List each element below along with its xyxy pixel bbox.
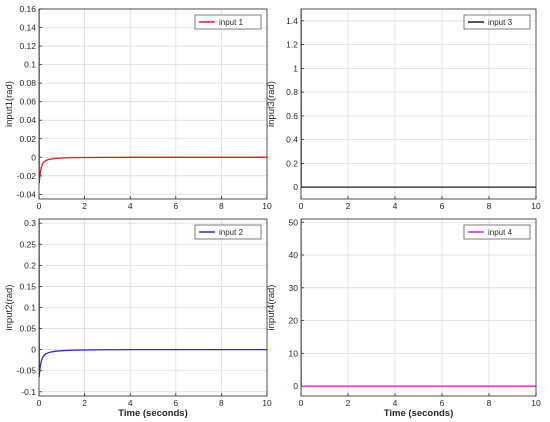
x-tick-label: 4	[128, 398, 133, 408]
y-tick-label: 0.08	[19, 78, 36, 88]
y-tick-label: 1.4	[286, 16, 298, 26]
legend-box	[194, 224, 262, 240]
axes-frame	[38, 218, 268, 397]
y-tick-label: 0.3	[24, 218, 36, 228]
x-axis-label: Time (seconds)	[384, 408, 454, 419]
x-tick-label: 0	[37, 398, 42, 408]
plot-area	[39, 9, 267, 199]
y-tick-label: -0.05	[17, 366, 37, 376]
y-tick-label: -0.04	[17, 189, 37, 199]
legend: input 1	[194, 14, 262, 30]
series-line-input-2	[39, 219, 267, 378]
legend-label: input 2	[219, 228, 244, 237]
y-tick-label: 1.2	[286, 40, 298, 50]
y-tick-label: 0.25	[19, 239, 36, 249]
x-tick-label: 8	[219, 398, 224, 408]
x-tick-label: 2	[82, 398, 87, 408]
y-tick-label: 0.2	[286, 158, 298, 168]
y-tick-label: 0.02	[19, 134, 36, 144]
x-tick-label: 10	[262, 398, 272, 408]
y-tick-label: 0.4	[286, 135, 298, 145]
axes-frame	[38, 8, 268, 200]
y-axis-label: input3(rad)	[266, 81, 277, 127]
subplot-2: 0 2 4 6 8 10 0 0.2 0.4 0.6 0.8 1 1.2 1.4 input3(rad) in…	[266, 8, 541, 211]
y-tick-label: 0.8	[286, 87, 298, 97]
x-tick-label: 4	[128, 201, 133, 211]
axes-frame	[300, 218, 537, 397]
y-tick-label: 0.2	[24, 260, 36, 270]
y-tick-label: 0	[31, 152, 36, 162]
legend-box	[463, 224, 531, 240]
legend: input 3	[463, 14, 531, 30]
y-axis-label: input1(rad)	[4, 81, 15, 127]
x-tick-label: 6	[173, 201, 178, 211]
y-tick-label: 20	[289, 316, 299, 326]
y-tick-label: 40	[289, 250, 299, 260]
y-tick-label: 0.05	[19, 324, 36, 334]
y-tick-label: 0.6	[286, 111, 298, 121]
x-tick-label: 6	[173, 398, 178, 408]
x-tick-label: 10	[531, 398, 541, 408]
legend-label: input 1	[219, 18, 244, 27]
y-tick-label: 0.04	[19, 115, 36, 125]
y-tick-label: 0	[293, 381, 298, 391]
x-axis-label: Time (seconds)	[118, 408, 188, 419]
y-axis-label: input2(rad)	[4, 285, 15, 331]
x-tick-label: 4	[393, 201, 398, 211]
legend-label: input 3	[488, 18, 513, 27]
legend: input 4	[463, 224, 531, 240]
y-tick-label: 0	[293, 182, 298, 192]
subplot-1: 0 2 4 6 8 10 -0.04 -0.02 0 0.02 0.04 0.06 0.08 0.1 0.1…	[4, 4, 272, 211]
series-line-input-1	[39, 9, 267, 184]
x-tick-label: 2	[346, 201, 351, 211]
legend-label: input 4	[488, 228, 513, 237]
legend-box	[194, 14, 262, 30]
plot-area	[301, 219, 536, 396]
y-tick-label: 10	[289, 348, 299, 358]
x-tick-label: 10	[262, 201, 272, 211]
subplot-3: 0 2 4 6 8 10 -0.1 -0.05 0 0.05 0.1 0.15 0.2 0.25 0.3 in…	[4, 218, 272, 419]
y-tick-label: -0.1	[21, 387, 36, 397]
x-tick-label: 8	[487, 201, 492, 211]
y-tick-label: 30	[289, 283, 299, 293]
x-tick-label: 10	[531, 201, 541, 211]
y-axis-label: input4(rad)	[266, 285, 277, 331]
x-tick-label: 0	[37, 201, 42, 211]
x-tick-label: 6	[440, 398, 445, 408]
y-tick-label: 0.16	[19, 4, 36, 14]
x-tick-label: 6	[440, 201, 445, 211]
y-tick-label: 0.1	[24, 60, 36, 70]
legend: input 2	[194, 224, 262, 240]
y-tick-label: 0.15	[19, 281, 36, 291]
x-tick-label: 0	[299, 398, 304, 408]
y-tick-label: -0.02	[17, 171, 37, 181]
y-tick-label: 0.06	[19, 97, 36, 107]
x-tick-label: 8	[219, 201, 224, 211]
x-tick-label: 8	[487, 398, 492, 408]
subplot-4: 0 2 4 6 8 10 0 10 20 30 40 50 input4(rad) Time (secon…	[266, 217, 541, 419]
axes-frame	[300, 8, 537, 200]
x-tick-label: 4	[393, 398, 398, 408]
x-tick-label: 2	[346, 398, 351, 408]
y-tick-label: 50	[289, 217, 299, 227]
legend-box	[463, 14, 531, 30]
y-tick-label: 1	[293, 63, 298, 73]
y-tick-label: 0.12	[19, 41, 36, 51]
y-tick-label: 0.14	[19, 23, 36, 33]
y-tick-label: 0.1	[24, 303, 36, 313]
x-tick-label: 2	[82, 201, 87, 211]
y-tick-label: 0	[31, 345, 36, 355]
plot-area	[301, 9, 536, 199]
x-tick-label: 0	[299, 201, 304, 211]
